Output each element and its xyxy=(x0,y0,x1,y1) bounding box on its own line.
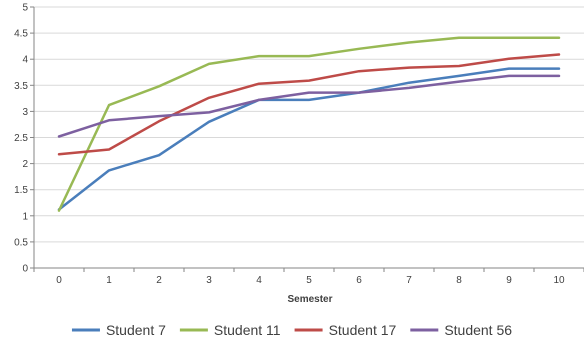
y-tick-label: 1.5 xyxy=(14,185,28,196)
y-tick-label: 0 xyxy=(22,264,28,275)
axes xyxy=(30,6,584,272)
x-axis-title: Semester xyxy=(287,294,332,305)
x-tick-label: 6 xyxy=(356,275,362,286)
x-tick-label: 2 xyxy=(156,275,162,286)
y-tick-label: 4 xyxy=(22,55,28,66)
x-tick-label: 9 xyxy=(506,275,512,286)
x-tick-label: 3 xyxy=(206,275,212,286)
y-tick-label: 1 xyxy=(22,211,28,222)
x-tick-label: 4 xyxy=(256,275,262,286)
legend-item: Student 11 xyxy=(179,322,281,338)
x-tick-label: 8 xyxy=(456,275,462,286)
gridlines xyxy=(34,6,584,243)
series-line-student-11 xyxy=(57,36,561,212)
series-lines xyxy=(57,36,561,212)
legend-item: Student 7 xyxy=(71,322,166,338)
legend-label: Student 56 xyxy=(444,322,512,338)
legend: Student 7 Student 11 Student 17 Student 56 xyxy=(71,322,512,338)
series-line-student-7 xyxy=(57,67,561,211)
legend-item: Student 56 xyxy=(410,322,512,338)
y-tick-label: 2.5 xyxy=(14,133,28,144)
legend-label: Student 17 xyxy=(329,322,397,338)
y-tick-label: 2 xyxy=(22,159,28,170)
y-axis-tick-labels: 0 0.5 1 1.5 2 2.5 3 3.5 4 4.5 5 xyxy=(14,3,28,275)
y-tick-label: 5 xyxy=(22,3,28,14)
x-tick-label: 1 xyxy=(106,275,112,286)
legend-item: Student 17 xyxy=(294,322,397,338)
y-tick-label: 3.5 xyxy=(14,81,28,92)
x-tick-label: 0 xyxy=(56,275,62,286)
legend-label: Student 7 xyxy=(106,322,166,338)
y-tick-label: 3 xyxy=(22,107,28,118)
x-tick-label: 5 xyxy=(306,275,312,286)
y-tick-label: 0.5 xyxy=(14,237,28,248)
legend-label: Student 11 xyxy=(214,322,281,338)
x-tick-label: 7 xyxy=(406,275,412,286)
series-line-student-56 xyxy=(57,74,561,138)
x-axis-tick-labels: 0 1 2 3 4 5 6 7 8 9 10 xyxy=(56,275,565,286)
series-line-student-17 xyxy=(57,53,561,156)
y-tick-label: 4.5 xyxy=(14,29,28,40)
x-tick-label: 10 xyxy=(553,275,565,286)
